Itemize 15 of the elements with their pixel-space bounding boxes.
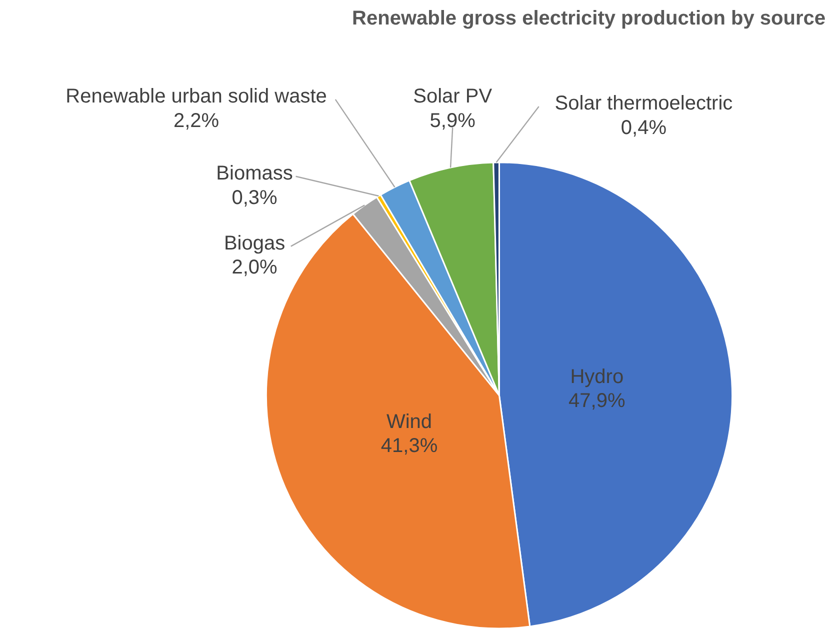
slice-label: Biomass <box>216 162 293 185</box>
data-label: 41,3% <box>380 435 438 458</box>
data-label: 0,4% <box>620 116 667 139</box>
slice-label: Wind <box>386 410 432 433</box>
data-label: 47,9% <box>568 390 626 412</box>
data-label: 5,9% <box>430 110 476 132</box>
slice-label: Solar PV <box>413 86 493 108</box>
slice-label: Hydro <box>570 366 624 388</box>
slice-label: Solar thermoelectric <box>554 92 733 115</box>
slice-label: Biogas <box>224 232 286 255</box>
chart-title: Renewable gross electricity production by source <box>352 8 825 30</box>
data-label: 0,3% <box>232 186 278 209</box>
slice-label: Renewable urban solid waste <box>66 86 327 108</box>
data-label: 2,0% <box>232 256 278 279</box>
data-label: 2,2% <box>173 110 220 132</box>
